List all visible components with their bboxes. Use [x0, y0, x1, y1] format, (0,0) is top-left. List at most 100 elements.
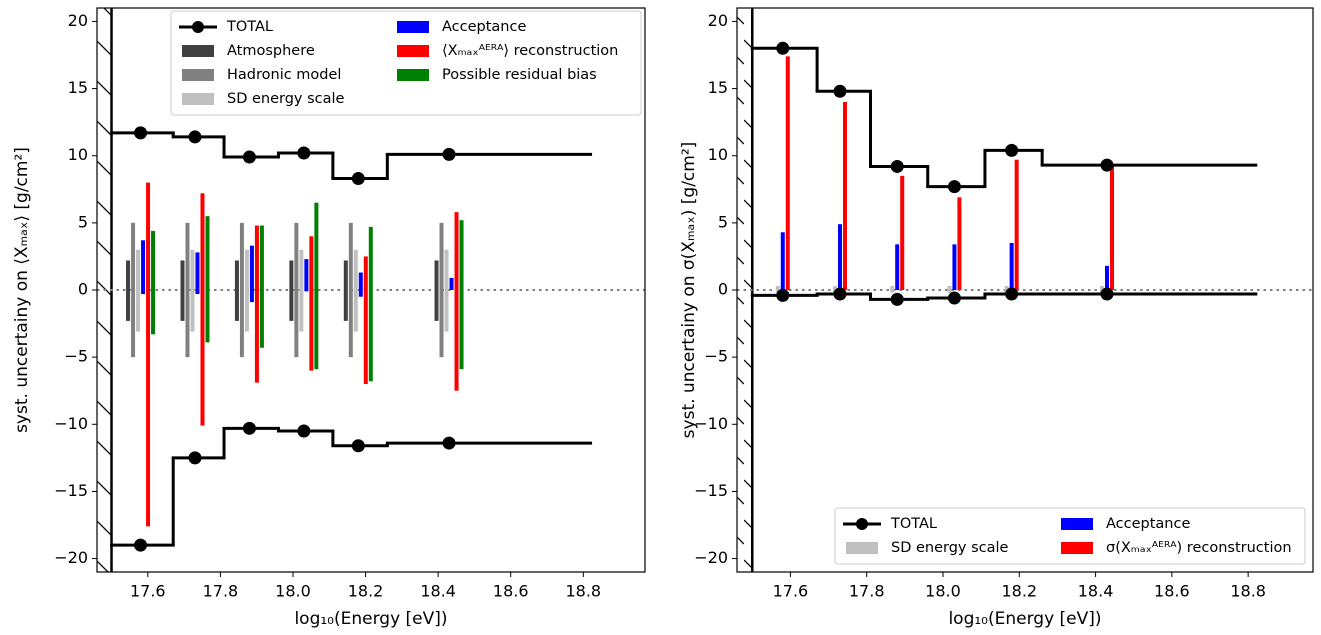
- y-tick-label: 5: [78, 212, 88, 231]
- error-bar: [259, 225, 264, 348]
- x-tick-label: 17.8: [849, 582, 885, 601]
- y-tick-label: −15: [54, 481, 88, 500]
- marker: [890, 159, 904, 173]
- legend-label: Atmosphere: [227, 43, 315, 59]
- legend-swatch: [182, 93, 214, 105]
- error-bar: [1105, 265, 1110, 290]
- marker: [1100, 158, 1114, 172]
- legend-swatch: [182, 69, 214, 81]
- error-bar: [444, 249, 449, 332]
- error-bar: [239, 222, 244, 358]
- error-bar: [309, 236, 314, 371]
- error-bar: [900, 175, 905, 290]
- x-tick-label: 18.6: [1154, 582, 1190, 601]
- y-tick-label: −10: [54, 414, 88, 433]
- y-tick-label: −20: [54, 548, 88, 567]
- error-bar: [353, 249, 358, 332]
- error-bar: [368, 226, 373, 382]
- error-bar: [947, 285, 952, 293]
- error-bar: [141, 240, 146, 295]
- marker: [833, 287, 847, 301]
- legend: TOTAL Atmosphere Hadronic model SD energy s…: [170, 10, 642, 116]
- marker: [947, 291, 961, 305]
- marker: [351, 439, 365, 453]
- marker: [134, 538, 148, 552]
- error-bar: [126, 260, 131, 321]
- error-bar: [454, 212, 459, 391]
- error-bar: [244, 249, 249, 332]
- error-bar: [1110, 165, 1115, 290]
- marker: [1005, 143, 1019, 157]
- error-bar: [151, 230, 156, 335]
- marker: [776, 41, 790, 55]
- marker: [442, 147, 456, 161]
- panel: −20 −15 −10 −5 0 5 10 15 20 17.6 17.8 18.0 18.2 18.4 1…: [12, 7, 646, 629]
- marker: [1100, 287, 1114, 301]
- error-bar: [434, 260, 439, 321]
- error-bar: [842, 102, 847, 290]
- x-tick-label: 18.2: [1001, 582, 1037, 601]
- legend-label: SD energy scale: [227, 91, 345, 107]
- y-tick-label: 15: [68, 78, 88, 97]
- legend-swatch: [846, 542, 878, 554]
- error-bar: [895, 244, 900, 290]
- legend-swatch: [397, 69, 429, 81]
- error-bar: [289, 260, 294, 321]
- legend-label: TOTAL: [890, 516, 937, 532]
- error-bar: [952, 244, 957, 290]
- error-bar: [363, 256, 368, 384]
- error-bar: [1014, 159, 1019, 290]
- error-bar: [343, 260, 348, 321]
- error-bar: [837, 224, 842, 290]
- y-tick-label: 20: [708, 11, 728, 30]
- error-bar: [775, 285, 780, 293]
- error-bar: [780, 232, 785, 290]
- y-tick-label: 15: [708, 78, 728, 97]
- error-bar: [294, 222, 299, 358]
- error-bar: [449, 277, 454, 290]
- error-bar: [146, 182, 151, 527]
- y-tick-label: 10: [708, 145, 728, 164]
- x-tick-label: 18.8: [565, 582, 601, 601]
- marker: [833, 84, 847, 98]
- legend-swatch: [856, 518, 868, 530]
- error-bar: [358, 272, 363, 297]
- y-tick-label: −10: [694, 414, 728, 433]
- plot-frame: [736, 7, 1314, 573]
- legend-label: ⟨Xₘₐₓᴬᴱᴿᴬ⟩ reconstruction: [442, 43, 618, 59]
- legend-label: SD energy scale: [891, 540, 1009, 556]
- y-tick-label: 10: [68, 145, 88, 164]
- error-bar: [205, 216, 210, 343]
- x-tick-label: 18.8: [1230, 582, 1266, 601]
- x-tick-label: 18.0: [275, 582, 311, 601]
- marker: [297, 146, 311, 160]
- y-tick-label: −20: [694, 548, 728, 567]
- y-tick-label: 0: [78, 280, 88, 299]
- y-tick-label: −5: [704, 347, 728, 366]
- error-bar: [957, 197, 962, 290]
- error-bar: [1009, 243, 1014, 290]
- x-axis-label: log₁₀(Energy [eV]): [294, 609, 447, 629]
- marker: [188, 130, 202, 144]
- x-tick-label: 17.6: [773, 582, 809, 601]
- legend-label: Acceptance: [1106, 516, 1190, 532]
- y-axis-label: syst. uncertainy on ⟨Xₘₐₓ⟩ [g/cm²]: [12, 147, 32, 433]
- error-bar: [459, 220, 464, 370]
- marker: [188, 451, 202, 465]
- marker: [776, 288, 790, 302]
- error-bar: [190, 249, 195, 332]
- error-bar: [890, 285, 895, 293]
- error-bar: [234, 260, 239, 321]
- legend-box: [170, 10, 642, 116]
- marker: [442, 436, 456, 450]
- y-tick-label: 0: [718, 280, 728, 299]
- error-bar: [785, 56, 790, 290]
- error-bar: [185, 222, 190, 358]
- y-tick-label: 5: [718, 212, 728, 231]
- marker: [242, 150, 256, 164]
- legend-label: Hadronic model: [227, 67, 341, 83]
- x-tick-label: 17.8: [203, 582, 239, 601]
- legend-swatch: [397, 21, 429, 33]
- error-bar: [249, 245, 254, 303]
- legend-box: [834, 507, 1306, 565]
